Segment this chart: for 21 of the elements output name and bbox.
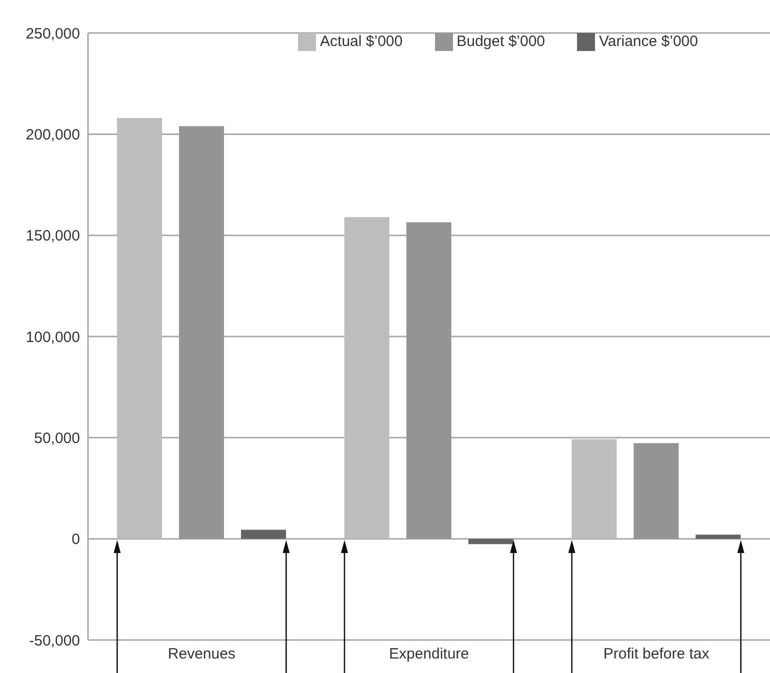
legend-label: Budget $’000 [456,33,546,50]
y-tick-label: 100,000 [26,328,80,346]
y-tick-label: 0 [72,531,80,548]
bar [572,439,617,539]
bar [344,217,390,539]
bar [696,534,741,539]
x-tick-label: Profit before tax [603,646,710,663]
y-tick-label: 50,000 [34,430,80,447]
bar [117,118,162,539]
legend-label: Actual $’000 [320,33,403,50]
bar [634,443,679,539]
y-tick-label: 250,000 [26,25,80,42]
x-tick-label: Expenditure [388,646,470,663]
x-tick-label: Revenues [168,646,236,663]
bar [179,126,224,539]
bar [241,530,286,539]
legend-label: Variance $’000 [599,33,698,50]
bar [406,222,452,539]
y-tick-label: 150,000 [26,228,80,245]
y-tick-label: 200,000 [26,126,80,144]
y-tick-label: -50,000 [29,632,80,650]
